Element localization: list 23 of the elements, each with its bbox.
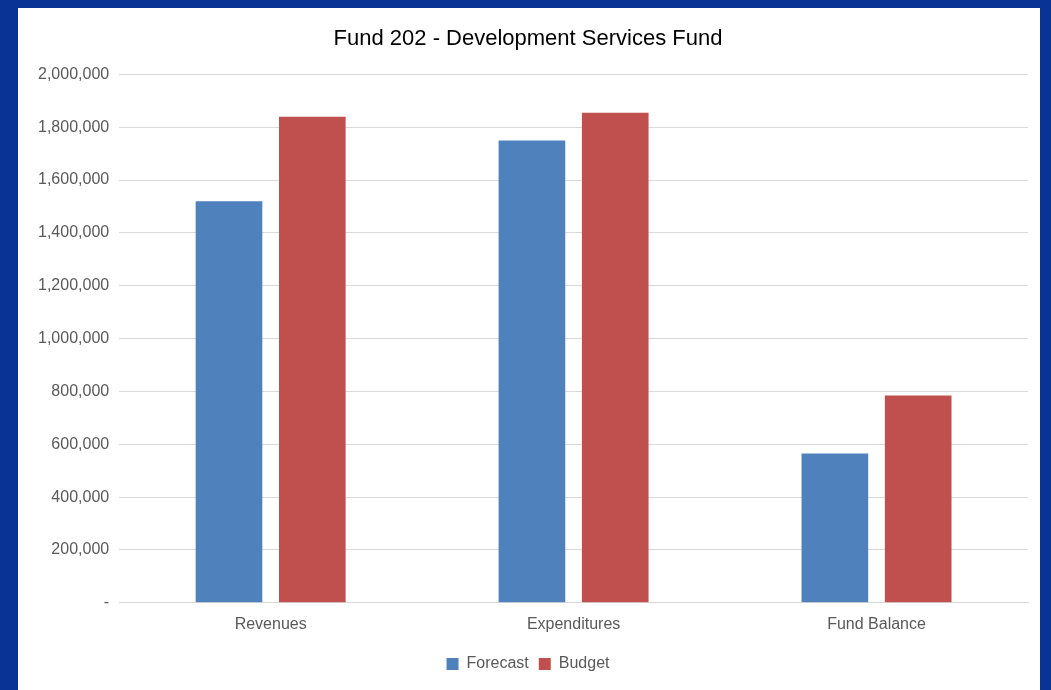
bar	[498, 140, 566, 603]
bar	[581, 112, 649, 603]
y-tick-label: 400,000	[51, 487, 110, 505]
y-tick-label: 1,000,000	[37, 329, 110, 347]
y-tick-label: 200,000	[51, 540, 110, 558]
y-tick-label: -	[103, 593, 110, 611]
y-tick-label: 1,800,000	[37, 117, 110, 135]
y-tick-label: 2,000,000	[37, 64, 110, 82]
x-tick-label: Fund Balance	[827, 614, 926, 632]
y-tick-label: 1,200,000	[37, 276, 110, 294]
y-tick-label: 1,600,000	[37, 170, 110, 188]
bar	[884, 395, 952, 603]
bar	[278, 116, 346, 603]
legend-label: Budget	[558, 654, 611, 672]
bar	[801, 453, 869, 603]
bar	[195, 201, 263, 603]
y-tick-label: 800,000	[51, 381, 110, 399]
y-tick-label: 1,400,000	[37, 223, 110, 241]
x-tick-label: Expenditures	[526, 614, 621, 632]
legend-label: Forecast	[466, 654, 530, 672]
y-tick-label: 600,000	[51, 434, 110, 452]
chart-title: Fund 202 - Development Services Fund	[333, 25, 723, 51]
x-tick-label: Revenues	[234, 614, 307, 632]
